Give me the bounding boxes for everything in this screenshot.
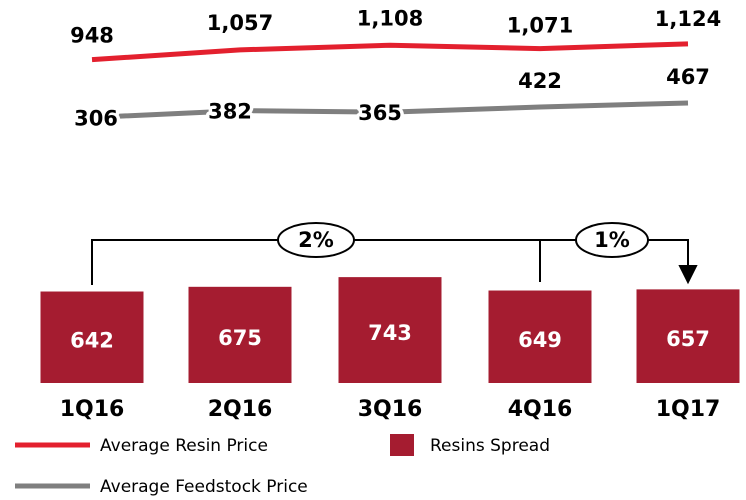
data-label: 743 — [368, 321, 412, 345]
line — [91, 41, 689, 63]
legend-label: Average Resin Price — [100, 436, 268, 456]
arrow-head — [678, 265, 698, 285]
annotation-bubble — [277, 222, 355, 258]
bar — [488, 290, 592, 383]
annotation: 2% — [298, 228, 334, 252]
data-label: 1,108 — [357, 6, 423, 30]
bar — [636, 289, 740, 383]
data-label: 642 — [70, 328, 114, 352]
data-label: 657 — [666, 327, 710, 351]
line — [91, 100, 689, 120]
data-label: 675 — [218, 326, 262, 350]
bar — [188, 286, 292, 383]
data-label: 1,057 — [207, 11, 273, 35]
data-label: 365 — [358, 101, 402, 125]
bar — [40, 291, 144, 383]
legend-label: Resins Spread — [430, 436, 550, 456]
data-label: 948 — [70, 24, 114, 48]
data-label: 382 — [208, 100, 252, 124]
annotation-bubble — [575, 222, 649, 258]
data-label: 467 — [666, 65, 710, 89]
bracket-line — [91, 239, 689, 285]
data-label: 649 — [518, 328, 562, 352]
x-tick-label: 1Q16 — [60, 397, 125, 422]
x-tick-label: 4Q16 — [508, 397, 573, 422]
data-label: 306 — [74, 106, 118, 130]
bar — [338, 277, 442, 383]
annotation: 1% — [594, 228, 630, 252]
x-tick-label: 3Q16 — [358, 397, 423, 422]
data-label: 1,071 — [507, 14, 573, 38]
data-label: 422 — [518, 69, 562, 93]
bracket — [91, 222, 698, 285]
data-label: 1,124 — [655, 7, 721, 31]
legend-label: Average Feedstock Price — [100, 477, 308, 496]
x-tick-label: 1Q17 — [656, 397, 721, 422]
x-tick-label: 2Q16 — [208, 397, 273, 422]
legend-swatch — [390, 434, 414, 456]
